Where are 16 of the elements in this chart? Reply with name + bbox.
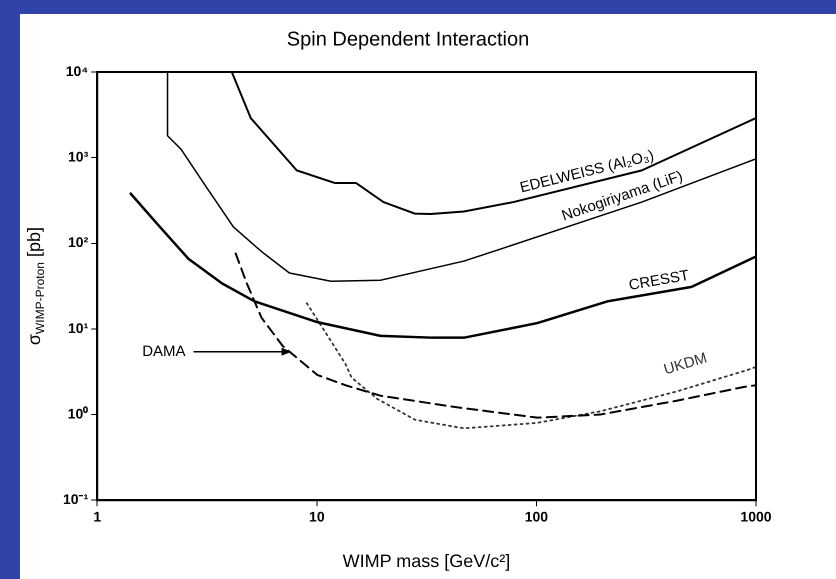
x-tick-label: 100 [524, 508, 548, 524]
y-tick-label: 10⁰ [68, 405, 88, 422]
y-tick-label: 10⁻¹ [63, 491, 89, 508]
chart-title: Spin Dependent Interaction [286, 28, 530, 51]
x-tick-label: 10 [309, 508, 325, 524]
y-tick-label: 10³ [68, 148, 89, 164]
text: DAMA [142, 342, 186, 360]
x-axis-title: WIMP mass [GeV/c²] [342, 551, 510, 572]
x-tick-label: 1 [93, 508, 102, 524]
x-tick-label: 1000 [740, 508, 772, 524]
y-tick-label: 10² [68, 234, 89, 250]
y-tick-label: 10⁴ [66, 62, 88, 79]
y-tick-label: 10¹ [68, 320, 89, 336]
text: CRESST [628, 266, 690, 294]
y-axis-title: σWIMP-Proton [pb] [24, 227, 47, 346]
text: UKDM [662, 349, 709, 378]
